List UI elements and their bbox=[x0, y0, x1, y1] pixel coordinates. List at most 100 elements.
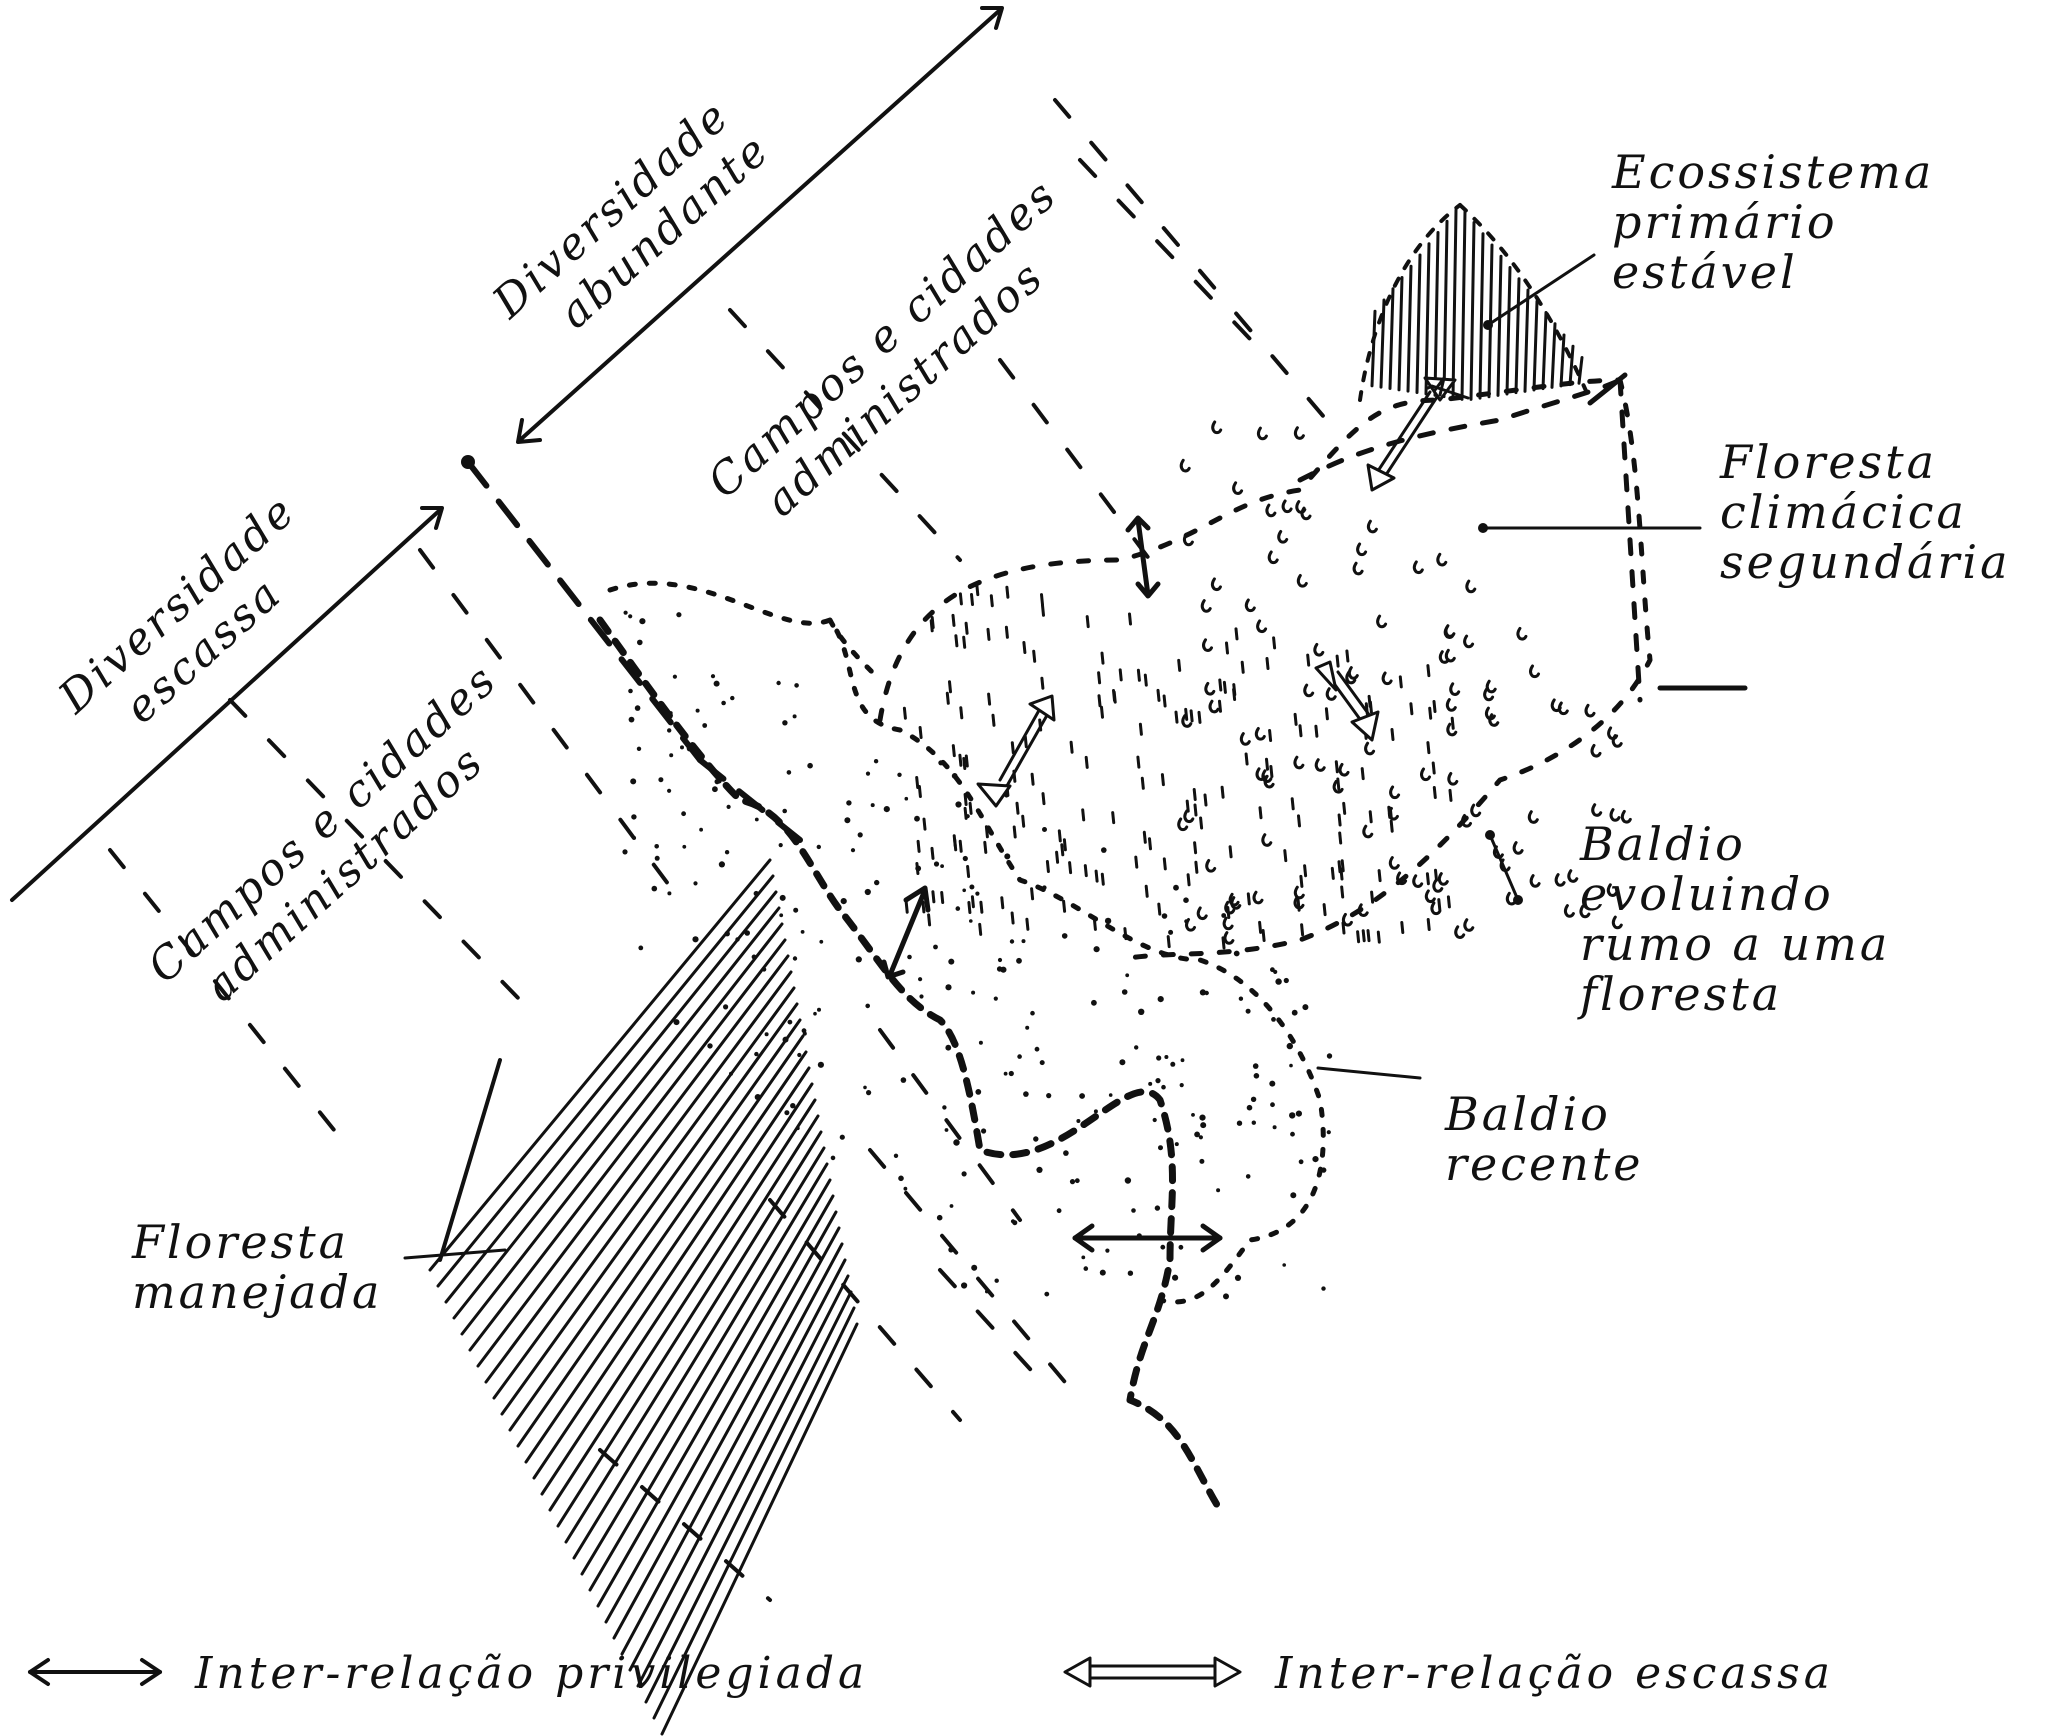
texture-comma bbox=[1412, 874, 1424, 888]
hatch-line bbox=[444, 890, 778, 1304]
texture-comma bbox=[1222, 916, 1234, 931]
texture-dot bbox=[1245, 1174, 1251, 1179]
texture-dot bbox=[981, 1128, 987, 1134]
texture-dash bbox=[1062, 838, 1067, 852]
primary-ecosystem-region bbox=[1358, 203, 1592, 402]
texture-comma bbox=[1412, 560, 1424, 575]
texture-dash bbox=[1234, 627, 1239, 641]
texture-dash bbox=[1030, 772, 1035, 786]
texture-dot bbox=[1199, 1114, 1206, 1121]
texture-dash bbox=[1162, 694, 1167, 708]
texture-dot bbox=[1326, 1053, 1333, 1059]
texture-dot bbox=[817, 1007, 821, 1012]
hatch-line bbox=[548, 1098, 817, 1512]
texture-dot bbox=[1004, 853, 1011, 860]
texture-dot bbox=[971, 1264, 978, 1271]
texture-dot bbox=[1127, 1270, 1134, 1276]
hatch-line bbox=[1397, 276, 1404, 392]
texture-dot bbox=[997, 957, 1003, 963]
texture-dot bbox=[651, 885, 658, 892]
texture-dot bbox=[1079, 1093, 1085, 1099]
texture-dash bbox=[1322, 903, 1327, 917]
texture-dash bbox=[1389, 819, 1394, 833]
texture-dot bbox=[1131, 1208, 1136, 1213]
texture-dash bbox=[989, 594, 994, 608]
texture-dot bbox=[1036, 1166, 1043, 1173]
texture-dot bbox=[975, 891, 980, 896]
texture-dash bbox=[1000, 896, 1005, 910]
texture-dot bbox=[754, 817, 759, 822]
texture-dash bbox=[1222, 680, 1227, 694]
texture-comma bbox=[1483, 687, 1495, 702]
texture-dot bbox=[782, 808, 787, 814]
texture-comma bbox=[1529, 664, 1540, 679]
texture-dash bbox=[1290, 797, 1295, 811]
texture-dot bbox=[681, 811, 686, 817]
texture-dot bbox=[993, 996, 998, 1001]
texture-comma bbox=[1579, 904, 1591, 919]
hatch-line bbox=[516, 1034, 805, 1448]
texture-dot bbox=[1173, 884, 1179, 891]
texture-dash bbox=[962, 635, 967, 649]
texture-comma bbox=[1303, 683, 1315, 698]
texture-dash bbox=[1258, 920, 1263, 934]
texture-dash bbox=[1100, 872, 1105, 886]
texture-dot bbox=[994, 1278, 999, 1283]
texture-dash bbox=[915, 862, 920, 875]
texture-comma bbox=[1557, 701, 1569, 716]
texture-dot bbox=[1021, 939, 1026, 944]
texture-dash bbox=[1010, 741, 1015, 755]
texture-dot bbox=[628, 716, 635, 723]
texture-dash bbox=[1156, 688, 1161, 702]
texture-dot bbox=[945, 1044, 952, 1051]
texture-dash bbox=[1062, 899, 1067, 913]
texture-dot bbox=[844, 817, 851, 824]
texture-dot bbox=[1194, 1131, 1200, 1138]
texture-dot bbox=[1172, 1274, 1179, 1281]
texture-dot bbox=[1161, 913, 1168, 919]
texture-comma bbox=[1590, 743, 1602, 758]
texture-comma bbox=[1211, 420, 1223, 435]
texture-dash bbox=[1220, 785, 1225, 799]
hatch-line bbox=[1559, 333, 1566, 388]
texture-dash bbox=[991, 713, 996, 727]
texture-dot bbox=[776, 680, 781, 686]
texture-comma bbox=[1445, 698, 1457, 712]
texture-dash bbox=[1356, 930, 1361, 944]
texture-dot bbox=[1312, 1156, 1319, 1163]
texture-dot bbox=[1108, 1093, 1113, 1097]
texture-dot bbox=[949, 1204, 954, 1208]
texture-dash bbox=[1010, 911, 1015, 925]
texture-dash bbox=[1184, 707, 1189, 721]
texture-dash bbox=[987, 692, 992, 706]
texture-dash bbox=[1446, 895, 1451, 909]
texture-dot bbox=[874, 879, 880, 886]
texture-dot bbox=[940, 864, 944, 868]
texture-comma bbox=[1277, 530, 1289, 544]
texture-dash bbox=[963, 793, 968, 806]
texture-dot bbox=[1198, 1135, 1203, 1140]
texture-comma bbox=[1261, 833, 1273, 847]
hatch-line bbox=[1406, 264, 1413, 393]
texture-dash bbox=[1040, 593, 1044, 607]
climax-forest-texture bbox=[1177, 420, 1632, 945]
texture-dot bbox=[1180, 1058, 1185, 1063]
texture-dot bbox=[779, 894, 786, 901]
texture-dot bbox=[790, 1103, 796, 1109]
texture-dot bbox=[1250, 1096, 1257, 1103]
hatch-line bbox=[1532, 299, 1539, 392]
texture-dot bbox=[712, 786, 718, 793]
texture-dash bbox=[970, 895, 975, 909]
diversity-axis-line bbox=[518, 8, 1002, 442]
texture-dot bbox=[962, 888, 966, 893]
texture-comma bbox=[1325, 687, 1337, 701]
texture-dash bbox=[1123, 927, 1128, 941]
texture-dot bbox=[713, 680, 720, 687]
texture-dash bbox=[963, 806, 968, 820]
texture-dot bbox=[723, 1004, 729, 1010]
texture-dot bbox=[873, 759, 879, 764]
texture-dot bbox=[628, 614, 633, 619]
texture-dot bbox=[817, 1061, 825, 1068]
texture-comma bbox=[1293, 426, 1305, 440]
texture-dot bbox=[673, 1019, 680, 1026]
